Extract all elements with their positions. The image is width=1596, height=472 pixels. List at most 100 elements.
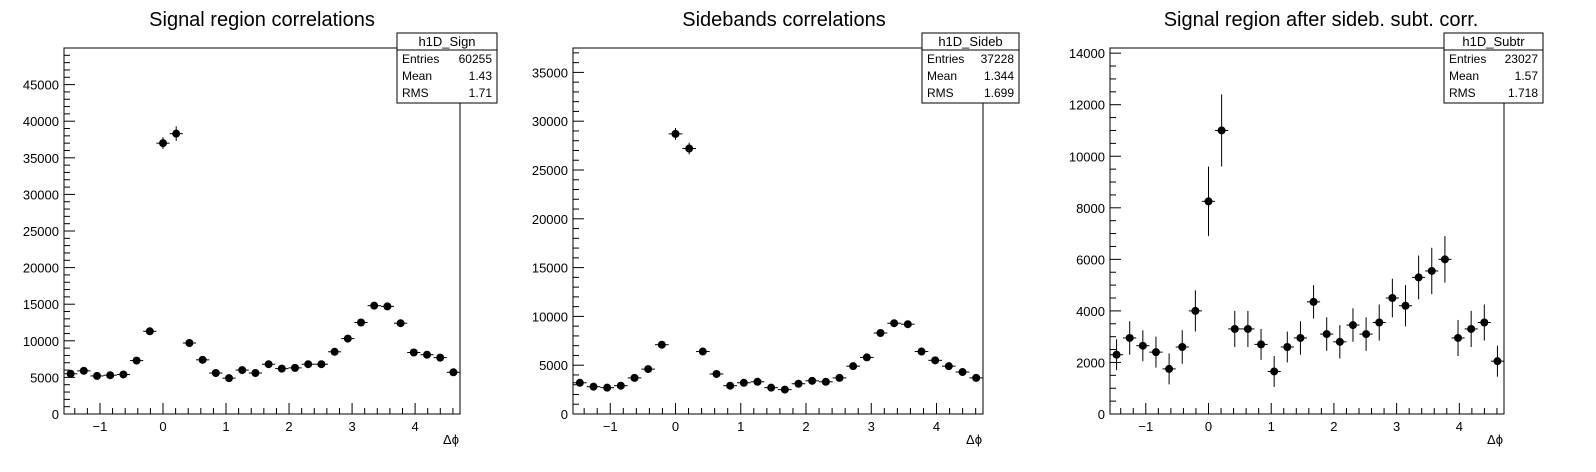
data-point — [90, 371, 104, 380]
data-point — [573, 378, 587, 387]
data-marker — [1112, 350, 1121, 359]
data-marker — [794, 379, 803, 388]
y-tick-label: 45000 — [23, 78, 59, 93]
y-tick-label: 10000 — [1069, 149, 1105, 164]
data-point — [1241, 310, 1255, 347]
data-marker — [93, 371, 101, 380]
stats-row-label: Entries — [1449, 52, 1486, 66]
y-tick-label: 40000 — [23, 114, 59, 129]
data-point — [328, 347, 342, 356]
data-point — [1188, 290, 1202, 332]
y-tick-label: 5000 — [539, 358, 568, 373]
data-marker — [917, 347, 926, 356]
y-tick-label: 10000 — [532, 309, 568, 324]
data-marker — [383, 302, 392, 311]
data-point — [77, 366, 91, 375]
data-point — [1464, 310, 1478, 347]
data-marker — [671, 129, 680, 138]
data-point — [380, 302, 394, 311]
data-point — [248, 369, 262, 378]
data-point — [1149, 336, 1163, 368]
stats-row-value: 1.43 — [469, 69, 493, 83]
data-point — [1293, 321, 1307, 355]
stats-row-label: Entries — [402, 52, 439, 66]
data-marker — [931, 356, 940, 365]
data-point — [1490, 345, 1504, 377]
data-marker — [1348, 321, 1357, 330]
data-point — [1425, 247, 1439, 295]
data-point — [1215, 94, 1229, 167]
data-point — [942, 362, 956, 371]
data-point — [1412, 255, 1426, 300]
data-point — [288, 363, 302, 372]
data-point — [914, 347, 929, 356]
y-tick-label: 30000 — [532, 114, 568, 129]
stats-box-name: h1D_Sign — [418, 34, 475, 49]
data-point — [873, 328, 888, 337]
data-marker — [211, 369, 220, 378]
data-point — [1254, 328, 1268, 360]
data-point — [655, 340, 669, 349]
data-marker — [1467, 324, 1476, 333]
data-marker — [1427, 266, 1436, 275]
stats-box-name: h1D_Sideb — [938, 34, 1002, 49]
data-point — [627, 373, 642, 382]
data-marker — [958, 368, 967, 377]
data-point — [235, 366, 249, 375]
data-point — [1175, 330, 1189, 364]
data-marker — [575, 378, 584, 387]
data-marker — [698, 347, 707, 356]
data-marker — [685, 144, 694, 153]
stats-row-label: RMS — [1449, 86, 1476, 100]
data-marker — [821, 377, 830, 386]
data-marker — [1335, 337, 1344, 346]
stats-box: h1D_Sideb Entries 37228 Mean 1.344 RMS 1.699 — [921, 32, 1020, 104]
y-tick-label: 35000 — [532, 65, 568, 80]
data-marker — [1257, 340, 1266, 349]
data-marker — [277, 364, 286, 373]
chart-panel-1: Signal region correlations 0 5000 10000 1500… — [23, 9, 498, 447]
plot-frame — [1109, 47, 1505, 415]
data-marker — [106, 371, 115, 380]
stats-row-label: Mean — [402, 69, 432, 83]
stats-row-label: RMS — [927, 86, 954, 100]
data-marker — [145, 327, 154, 336]
data-marker — [712, 369, 721, 378]
stats-box: h1D_Subtr Entries 23027 Mean 1.57 RMS 1.718 — [1443, 32, 1544, 104]
data-marker — [944, 362, 953, 371]
data-point — [887, 319, 901, 328]
data-marker — [409, 348, 418, 357]
data-marker — [726, 381, 735, 390]
y-tick-label: 6000 — [1076, 252, 1105, 267]
data-point — [222, 374, 236, 383]
plot-frame — [572, 47, 984, 415]
data-marker — [644, 365, 653, 374]
data-marker — [1362, 330, 1371, 339]
data-marker — [264, 360, 273, 369]
chart-title: Sidebands correlations — [682, 9, 885, 31]
data-marker — [1309, 297, 1318, 306]
data-marker — [1270, 367, 1279, 376]
data-marker — [1480, 318, 1489, 327]
data-point — [433, 353, 447, 362]
data-marker — [172, 129, 181, 138]
stats-row-value: 37228 — [981, 52, 1015, 66]
data-point — [1359, 317, 1373, 351]
y-tick-label: 0 — [1098, 407, 1105, 422]
data-marker — [370, 301, 379, 310]
stats-row-label: RMS — [402, 86, 429, 100]
data-marker — [1230, 324, 1239, 333]
data-marker — [449, 368, 458, 377]
data-point — [314, 360, 328, 369]
data-point — [1451, 319, 1465, 357]
y-tick-label: 35000 — [23, 151, 59, 166]
y-tick-label: 15000 — [532, 261, 568, 276]
x-tick-label: 0 — [672, 419, 679, 434]
y-tick-label: 25000 — [23, 224, 59, 239]
y-tick-label: 4000 — [1076, 304, 1105, 319]
data-point — [446, 368, 460, 377]
x-tick-label: −1 — [93, 419, 108, 434]
data-marker — [808, 376, 817, 385]
y-tick-label: 14000 — [1069, 46, 1105, 61]
data-point — [341, 334, 355, 343]
